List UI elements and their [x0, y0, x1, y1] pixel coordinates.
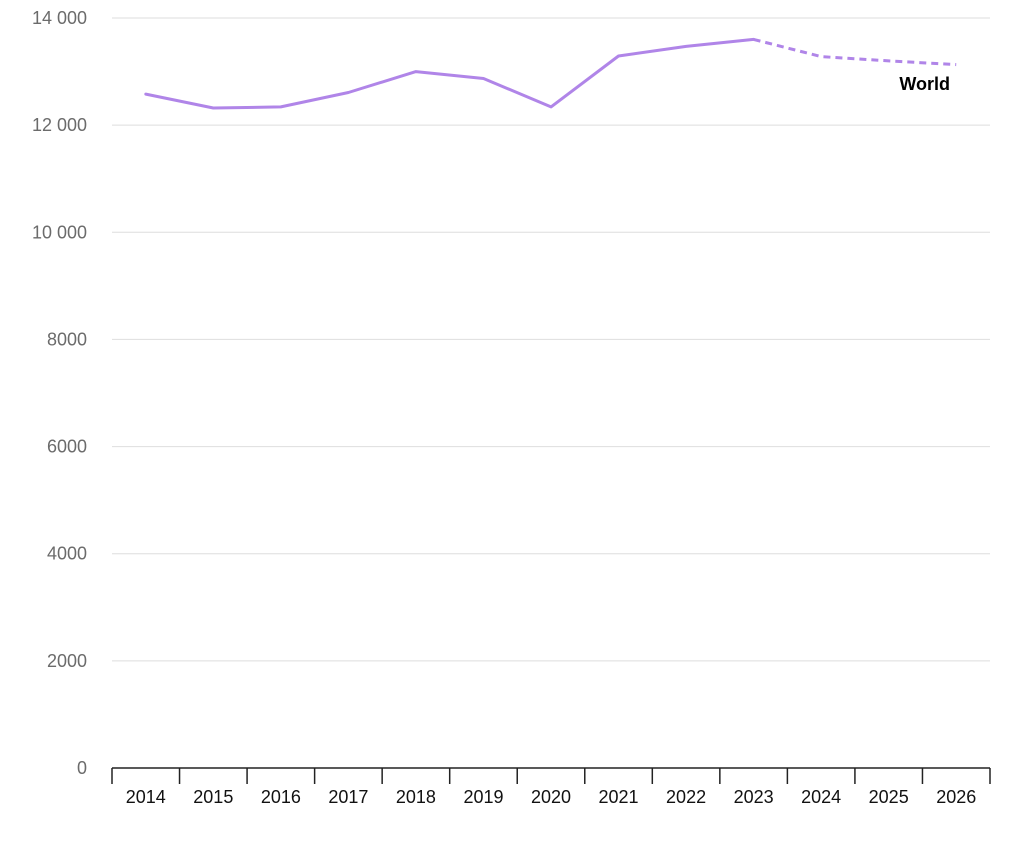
x-tick-label-2021: 2021 — [599, 787, 639, 807]
y-tick-label-12000: 12 000 — [32, 115, 87, 135]
x-tick-label-2025: 2025 — [869, 787, 909, 807]
series-line-world-projection — [753, 37, 957, 67]
y-tick-label-4000: 4000 — [47, 544, 87, 564]
x-tick-label-2015: 2015 — [193, 787, 233, 807]
x-axis-tick-labels: 2014 2015 2016 2017 2018 2019 2020 2021 2022 2023… — [126, 787, 977, 807]
series-label-world: World — [899, 74, 950, 94]
y-axis-tick-labels: 0 2000 4000 6000 8000 10 000 12 000 14 000 — [32, 8, 87, 778]
x-axis — [111, 767, 991, 784]
y-tick-label-0: 0 — [77, 758, 87, 778]
x-tick-label-2014: 2014 — [126, 787, 166, 807]
y-tick-label-2000: 2000 — [47, 651, 87, 671]
gridlines — [112, 17, 990, 662]
series-line-world-actual — [144, 37, 756, 110]
y-tick-label-14000: 14 000 — [32, 8, 87, 28]
y-tick-label-6000: 6000 — [47, 437, 87, 457]
x-tick-label-2024: 2024 — [801, 787, 841, 807]
series-lines — [144, 37, 957, 110]
y-tick-label-8000: 8000 — [47, 329, 87, 349]
x-tick-label-2026: 2026 — [936, 787, 976, 807]
x-tick-label-2018: 2018 — [396, 787, 436, 807]
y-tick-label-10000: 10 000 — [32, 222, 87, 242]
x-tick-label-2022: 2022 — [666, 787, 706, 807]
x-tick-label-2020: 2020 — [531, 787, 571, 807]
x-tick-label-2019: 2019 — [463, 787, 503, 807]
x-tick-label-2023: 2023 — [734, 787, 774, 807]
x-tick-label-2017: 2017 — [328, 787, 368, 807]
x-tick-label-2016: 2016 — [261, 787, 301, 807]
